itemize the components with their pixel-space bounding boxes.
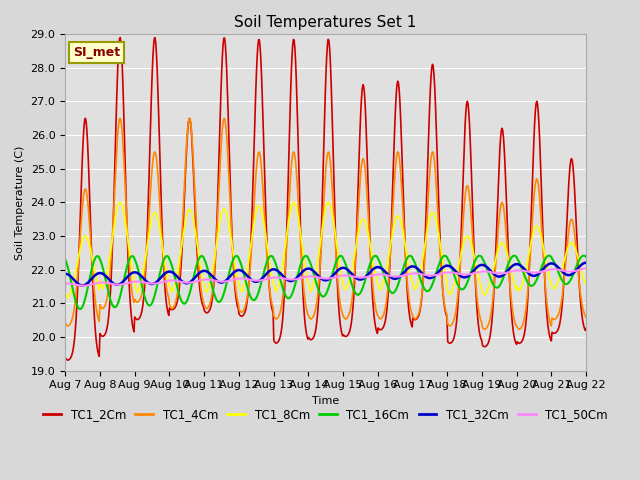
TC1_4Cm (205, 302, 213, 308)
Line: TC1_2Cm: TC1_2Cm (65, 37, 586, 360)
TC1_16Cm (77, 306, 84, 312)
Line: TC1_4Cm: TC1_4Cm (65, 118, 586, 329)
TC1_2Cm (72, 327, 79, 333)
TC1_50Cm (79, 283, 87, 288)
TC1_4Cm (390, 197, 397, 203)
TC1_32Cm (390, 276, 397, 281)
TC1_2Cm (126, 290, 134, 296)
Text: SI_met: SI_met (73, 46, 120, 59)
TC1_32Cm (125, 273, 132, 278)
TC1_16Cm (580, 253, 588, 259)
TC1_2Cm (406, 311, 413, 317)
Line: TC1_16Cm: TC1_16Cm (65, 256, 586, 309)
Y-axis label: Soil Temperature (C): Soil Temperature (C) (15, 145, 25, 260)
TC1_32Cm (71, 277, 79, 283)
TC1_8Cm (206, 280, 214, 286)
TC1_4Cm (481, 326, 488, 332)
TC1_50Cm (205, 277, 213, 283)
TC1_4Cm (582, 315, 590, 321)
TC1_32Cm (582, 260, 590, 265)
TC1_8Cm (126, 250, 134, 256)
X-axis label: Time: Time (312, 396, 339, 406)
TC1_8Cm (179, 236, 186, 242)
TC1_32Cm (61, 271, 69, 276)
TC1_2Cm (64, 357, 72, 363)
TC1_32Cm (178, 278, 186, 284)
TC1_16Cm (61, 256, 69, 262)
TC1_8Cm (406, 266, 413, 272)
TC1_2Cm (116, 35, 124, 40)
TC1_16Cm (125, 258, 132, 264)
TC1_4Cm (125, 255, 132, 261)
TC1_50Cm (582, 265, 590, 271)
TC1_50Cm (390, 274, 397, 279)
TC1_50Cm (178, 279, 186, 285)
Line: TC1_32Cm: TC1_32Cm (65, 263, 586, 286)
TC1_8Cm (582, 281, 590, 287)
TC1_16Cm (178, 299, 186, 304)
Title: Soil Temperatures Set 1: Soil Temperatures Set 1 (234, 15, 417, 30)
TC1_2Cm (179, 237, 186, 242)
TC1_2Cm (206, 306, 214, 312)
TC1_32Cm (205, 270, 213, 276)
Line: TC1_50Cm: TC1_50Cm (65, 268, 586, 286)
TC1_2Cm (582, 325, 590, 331)
TC1_4Cm (178, 235, 186, 241)
TC1_8Cm (72, 271, 79, 277)
TC1_50Cm (71, 281, 79, 287)
Line: TC1_8Cm: TC1_8Cm (65, 203, 586, 298)
TC1_4Cm (71, 303, 79, 309)
TC1_4Cm (61, 320, 69, 326)
Legend: TC1_2Cm, TC1_4Cm, TC1_8Cm, TC1_16Cm, TC1_32Cm, TC1_50Cm: TC1_2Cm, TC1_4Cm, TC1_8Cm, TC1_16Cm, TC1… (38, 403, 612, 425)
TC1_8Cm (116, 200, 124, 205)
TC1_16Cm (71, 294, 79, 300)
TC1_2Cm (390, 142, 398, 147)
TC1_16Cm (404, 253, 412, 259)
TC1_50Cm (125, 280, 132, 286)
TC1_50Cm (404, 271, 412, 277)
TC1_32Cm (79, 283, 86, 288)
TC1_16Cm (390, 290, 397, 296)
TC1_8Cm (390, 222, 398, 228)
TC1_4Cm (116, 115, 124, 121)
TC1_4Cm (404, 292, 412, 298)
TC1_16Cm (582, 254, 590, 260)
TC1_32Cm (404, 265, 412, 271)
TC1_8Cm (64, 295, 72, 300)
TC1_16Cm (205, 273, 213, 278)
TC1_2Cm (61, 355, 69, 360)
TC1_8Cm (61, 289, 69, 295)
TC1_50Cm (61, 281, 69, 287)
